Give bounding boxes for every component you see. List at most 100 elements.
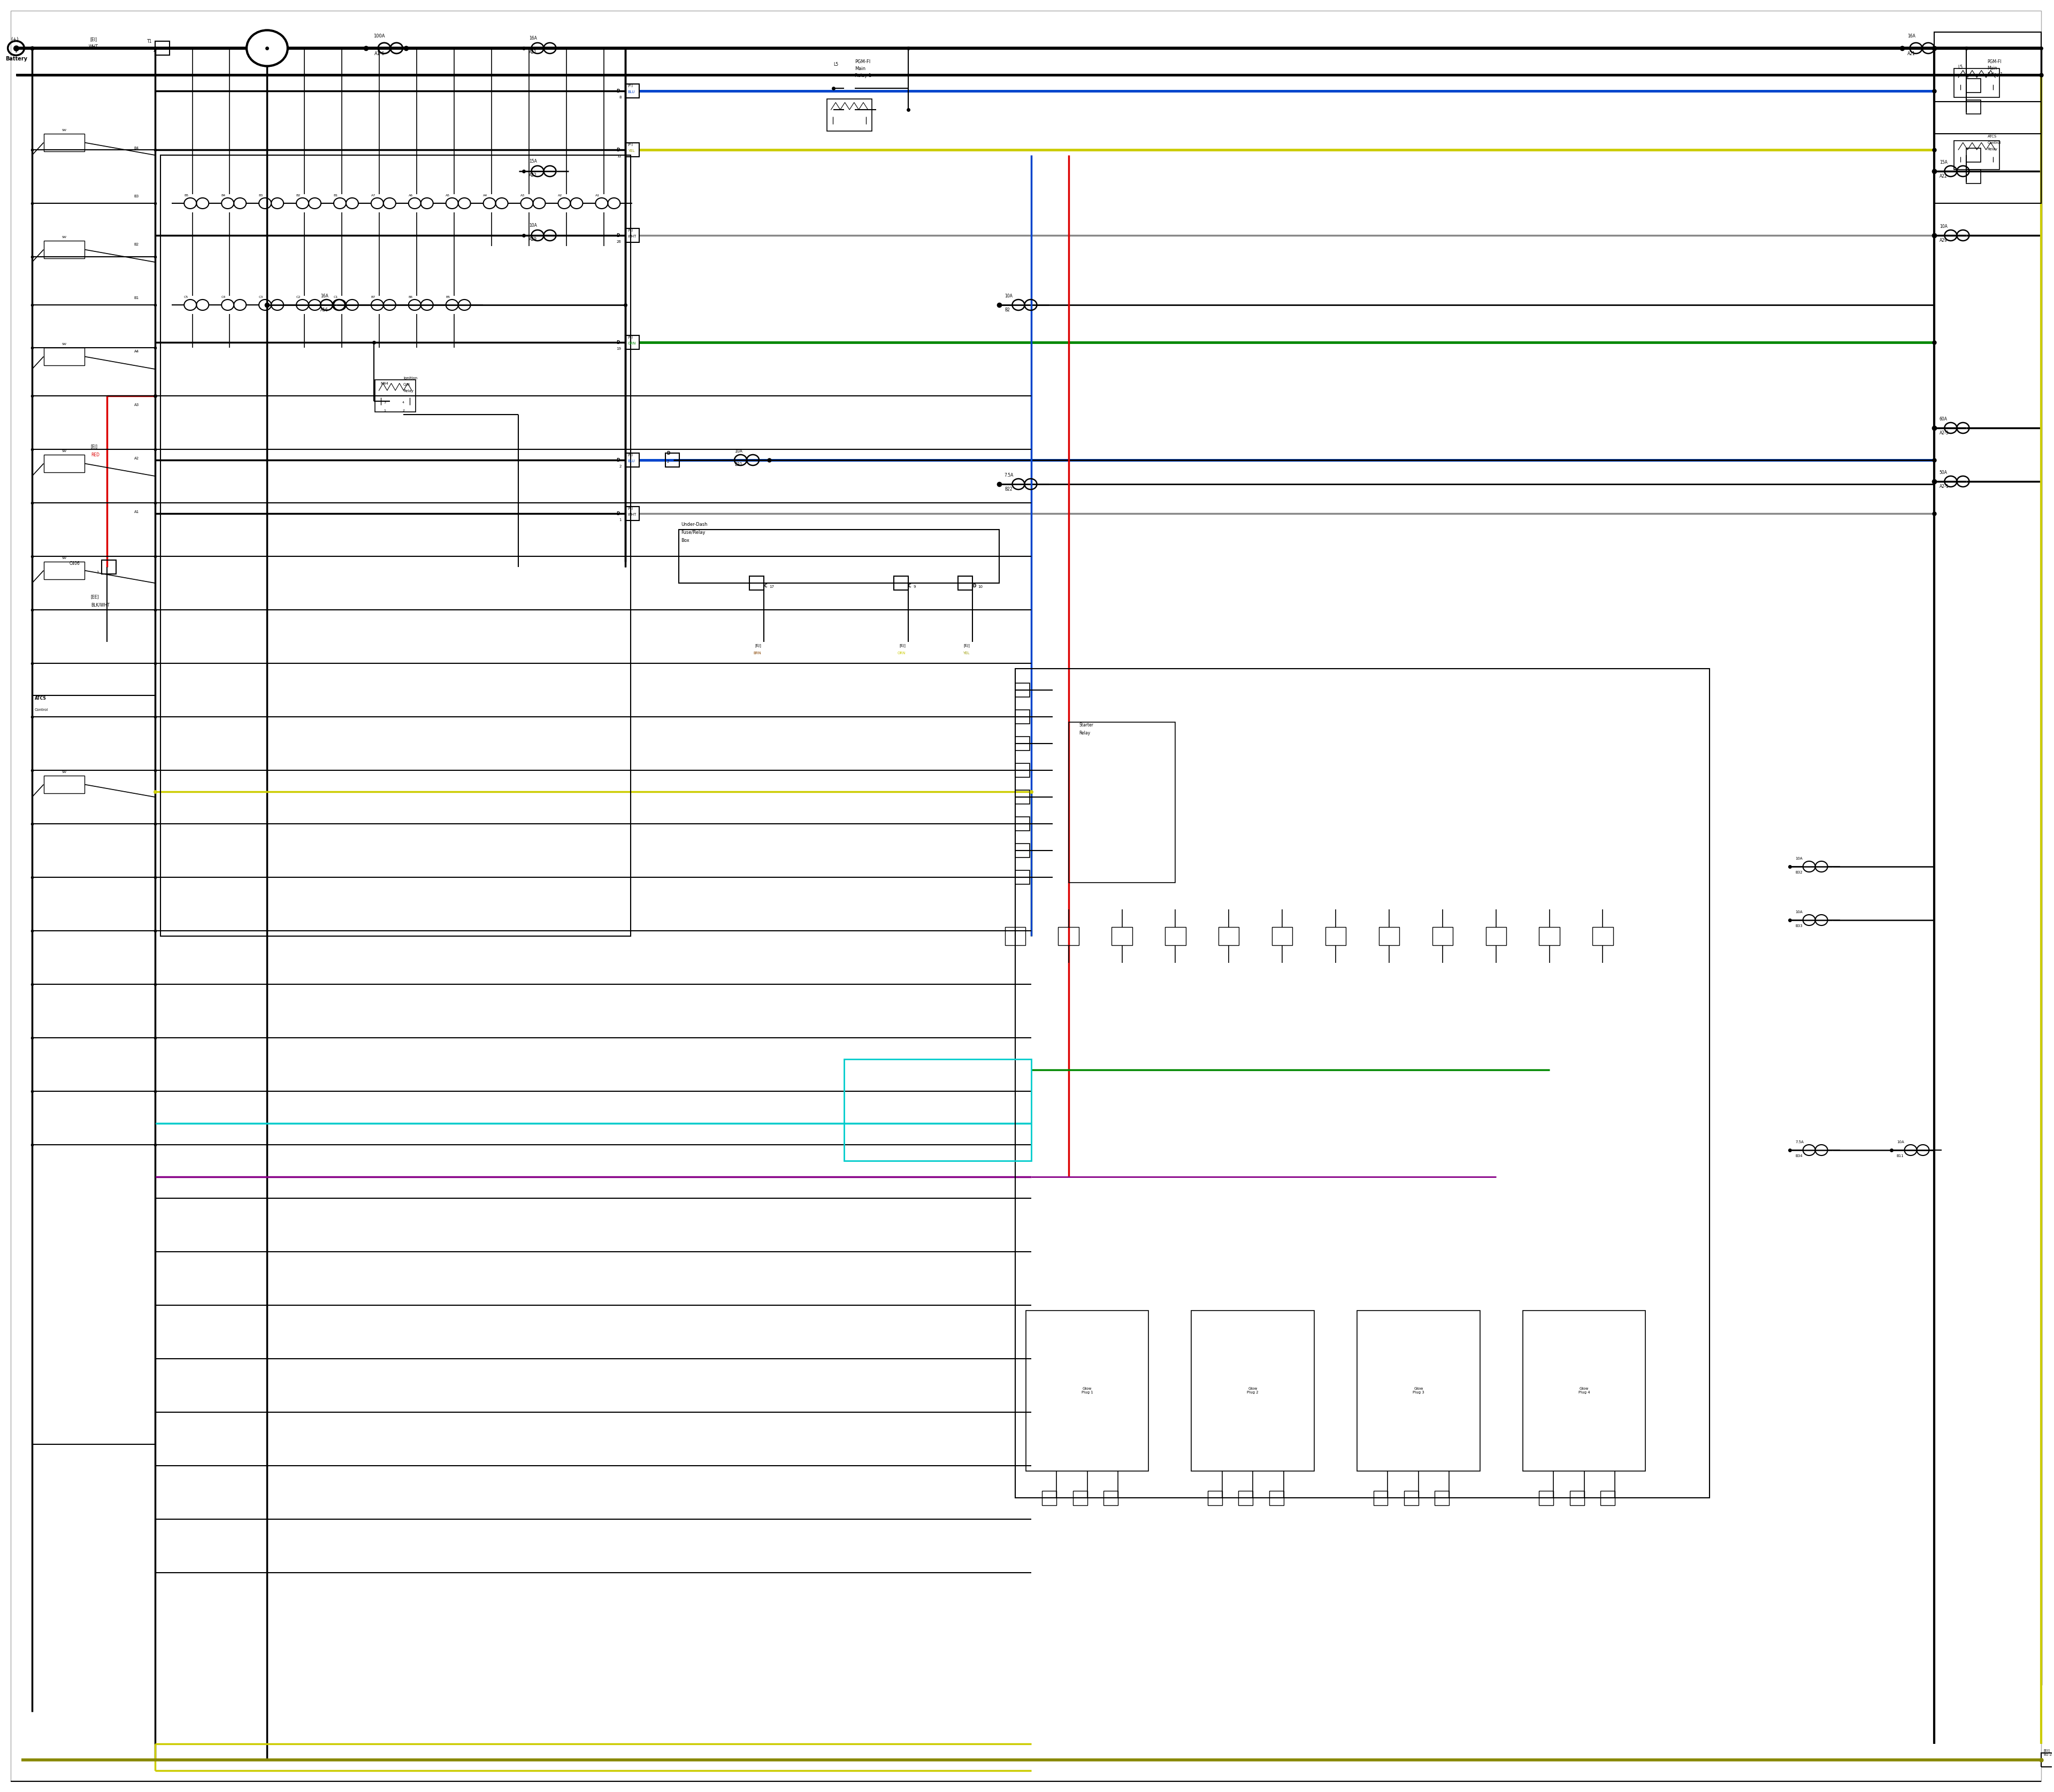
Text: 1: 1: [618, 518, 622, 521]
Text: PGM-FI: PGM-FI: [1988, 59, 2003, 65]
Text: B22: B22: [1004, 487, 1013, 491]
Text: D: D: [616, 90, 620, 93]
Text: A6: A6: [409, 194, 413, 197]
Text: 15A: 15A: [1939, 159, 1947, 165]
Text: C4: C4: [222, 296, 226, 299]
Bar: [43, 776, 84, 794]
Text: B6: B6: [409, 296, 413, 299]
Text: B1: B1: [134, 296, 140, 299]
Bar: [1015, 763, 1029, 778]
Bar: [1058, 926, 1078, 944]
Text: 10A: 10A: [1004, 294, 1013, 299]
Text: [EE]: [EE]: [90, 595, 99, 599]
Text: [E]: [E]: [629, 505, 633, 509]
Text: Battery: Battery: [6, 56, 27, 61]
Bar: [1015, 844, 1029, 858]
Bar: [1405, 1491, 1419, 1505]
Text: L5: L5: [834, 63, 838, 66]
Text: [E]: [E]: [629, 82, 633, 86]
Text: RED: RED: [90, 453, 99, 457]
Bar: [43, 561, 84, 579]
Text: D: D: [616, 459, 620, 462]
Bar: [1935, 102, 2042, 202]
Bar: [624, 143, 639, 158]
Bar: [893, 575, 908, 590]
Bar: [1041, 1491, 1056, 1505]
Text: D: D: [616, 511, 620, 516]
Bar: [1436, 1491, 1450, 1505]
Bar: [1015, 871, 1029, 885]
Text: A2: A2: [559, 194, 563, 197]
Bar: [844, 1059, 1031, 1161]
Text: SW: SW: [62, 342, 66, 346]
Text: [EJ]: [EJ]: [963, 643, 969, 647]
Text: 10A: 10A: [1939, 224, 1947, 229]
Text: Control: Control: [35, 708, 47, 711]
Bar: [101, 559, 115, 573]
Text: 16A: 16A: [320, 294, 329, 299]
Bar: [33, 695, 154, 1444]
Bar: [1271, 926, 1292, 944]
Text: C1: C1: [333, 296, 339, 299]
Text: Main: Main: [1988, 66, 1996, 70]
Text: Main: Main: [854, 66, 865, 72]
Text: PGM-FI: PGM-FI: [854, 59, 871, 65]
Bar: [1191, 1310, 1315, 1471]
Text: 10A: 10A: [1795, 857, 1803, 860]
Text: D: D: [668, 452, 670, 455]
Text: B11: B11: [1896, 1154, 1904, 1158]
Text: B2: B2: [134, 244, 140, 246]
Bar: [1325, 926, 1345, 944]
Bar: [624, 453, 639, 468]
Text: B31: B31: [735, 462, 741, 468]
Text: Glow
Plug 2: Glow Plug 2: [1247, 1387, 1259, 1394]
Text: A29: A29: [1939, 238, 1947, 244]
Text: 10: 10: [978, 586, 982, 588]
Text: BLU: BLU: [629, 90, 635, 93]
Text: C5: C5: [185, 296, 189, 299]
Text: 10A: 10A: [735, 448, 744, 453]
Bar: [1072, 1491, 1087, 1505]
Text: 2: 2: [403, 409, 405, 412]
Bar: [1111, 926, 1132, 944]
Text: A2: A2: [134, 457, 140, 461]
Text: Relay: Relay: [403, 389, 413, 392]
Text: Relay: Relay: [1078, 731, 1091, 735]
Bar: [43, 134, 84, 152]
Text: Glow
Plug 3: Glow Plug 3: [1413, 1387, 1423, 1394]
Text: SW: SW: [62, 237, 66, 238]
Text: WHT: WHT: [629, 513, 637, 516]
Text: Glow
Plug 4: Glow Plug 4: [1577, 1387, 1590, 1394]
Bar: [665, 453, 680, 468]
Bar: [43, 455, 84, 473]
Bar: [43, 348, 84, 366]
Bar: [1015, 683, 1029, 697]
Bar: [1569, 1491, 1584, 1505]
Text: [EJ]: [EJ]: [756, 643, 762, 647]
Text: 50A: 50A: [1939, 470, 1947, 475]
Bar: [1015, 790, 1029, 805]
Text: [E]: [E]: [629, 335, 633, 339]
Bar: [624, 507, 639, 521]
Text: B3: B3: [259, 194, 263, 197]
Text: C: C: [764, 584, 766, 588]
Text: A22: A22: [1939, 174, 1947, 179]
Text: B4: B4: [222, 194, 226, 197]
Text: A7: A7: [372, 194, 376, 197]
Text: 16A: 16A: [1908, 34, 1914, 38]
Bar: [1966, 79, 1980, 93]
Text: 2: 2: [618, 464, 622, 468]
Bar: [1966, 149, 1980, 163]
Bar: [1935, 32, 2042, 134]
Text: L5: L5: [1957, 65, 1964, 70]
Text: 16A: 16A: [530, 36, 536, 41]
Text: Box: Box: [682, 538, 690, 543]
Text: 3: 3: [384, 401, 386, 403]
Text: YEL: YEL: [629, 149, 635, 152]
Text: SW: SW: [62, 450, 66, 453]
Text: SW: SW: [62, 557, 66, 559]
Text: [El]
B1-2: [El] B1-2: [2044, 1749, 2052, 1756]
Text: 1: 1: [384, 409, 386, 412]
Text: C406: C406: [70, 561, 80, 566]
Text: D: D: [972, 584, 976, 588]
